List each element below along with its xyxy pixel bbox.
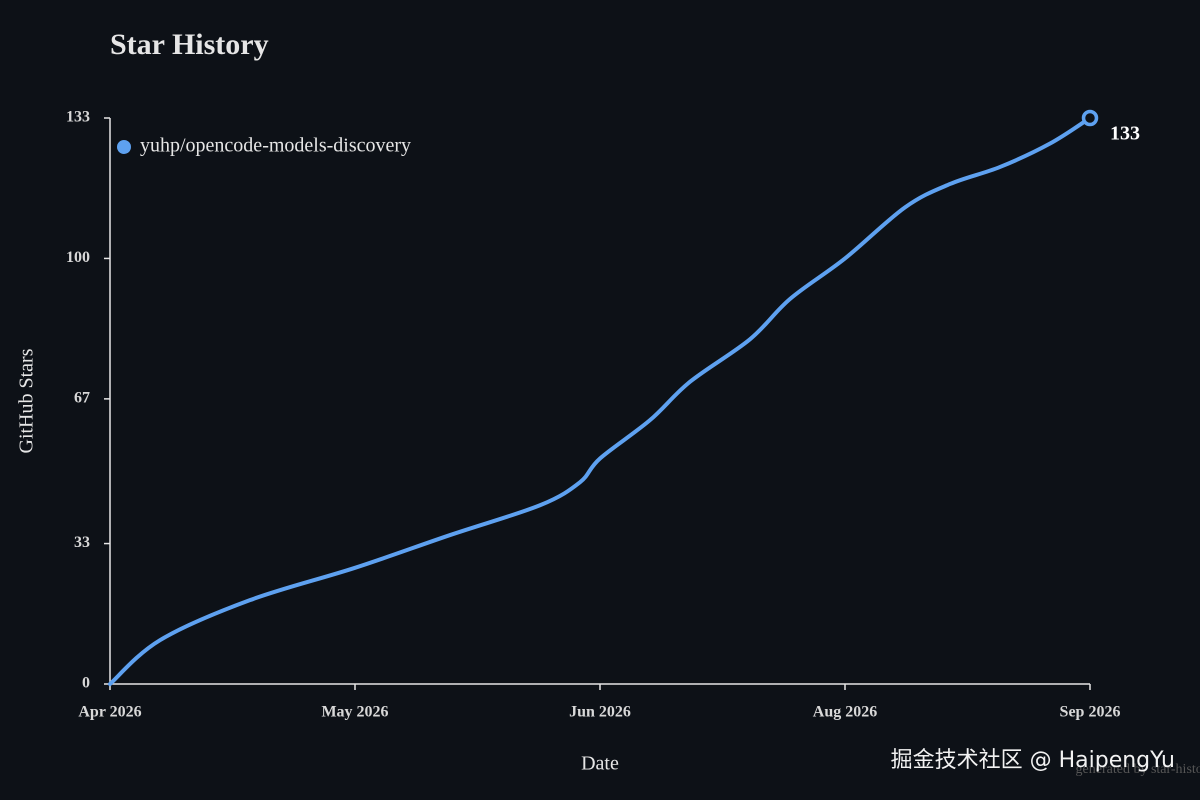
chart-title: Star History (110, 28, 269, 61)
y-tick-label: 100 (66, 249, 90, 266)
legend-swatch (117, 140, 131, 154)
x-tick-label: Apr 2026 (78, 704, 141, 721)
x-axis-label: Date (581, 753, 619, 775)
y-tick-label: 0 (82, 675, 90, 692)
x-tick-label: Aug 2026 (813, 704, 877, 721)
y-axis-label: GitHub Stars (16, 348, 38, 453)
watermark: 掘金技术社区 @ HaipengYu (891, 748, 1175, 773)
y-tick-label: 67 (74, 390, 90, 407)
x-tick-label: May 2026 (321, 704, 388, 721)
end-value-label: 133 (1110, 123, 1140, 145)
legend-label: yuhp/opencode-models-discovery (140, 135, 411, 157)
x-tick-label: Jun 2026 (569, 704, 631, 721)
y-tick-label: 133 (66, 109, 90, 126)
end-marker (1081, 109, 1099, 127)
x-tick-label: Sep 2026 (1060, 704, 1121, 721)
y-tick-label: 33 (74, 534, 90, 551)
footer: generated by star-history (1076, 762, 1200, 777)
series-line (108, 116, 1092, 686)
